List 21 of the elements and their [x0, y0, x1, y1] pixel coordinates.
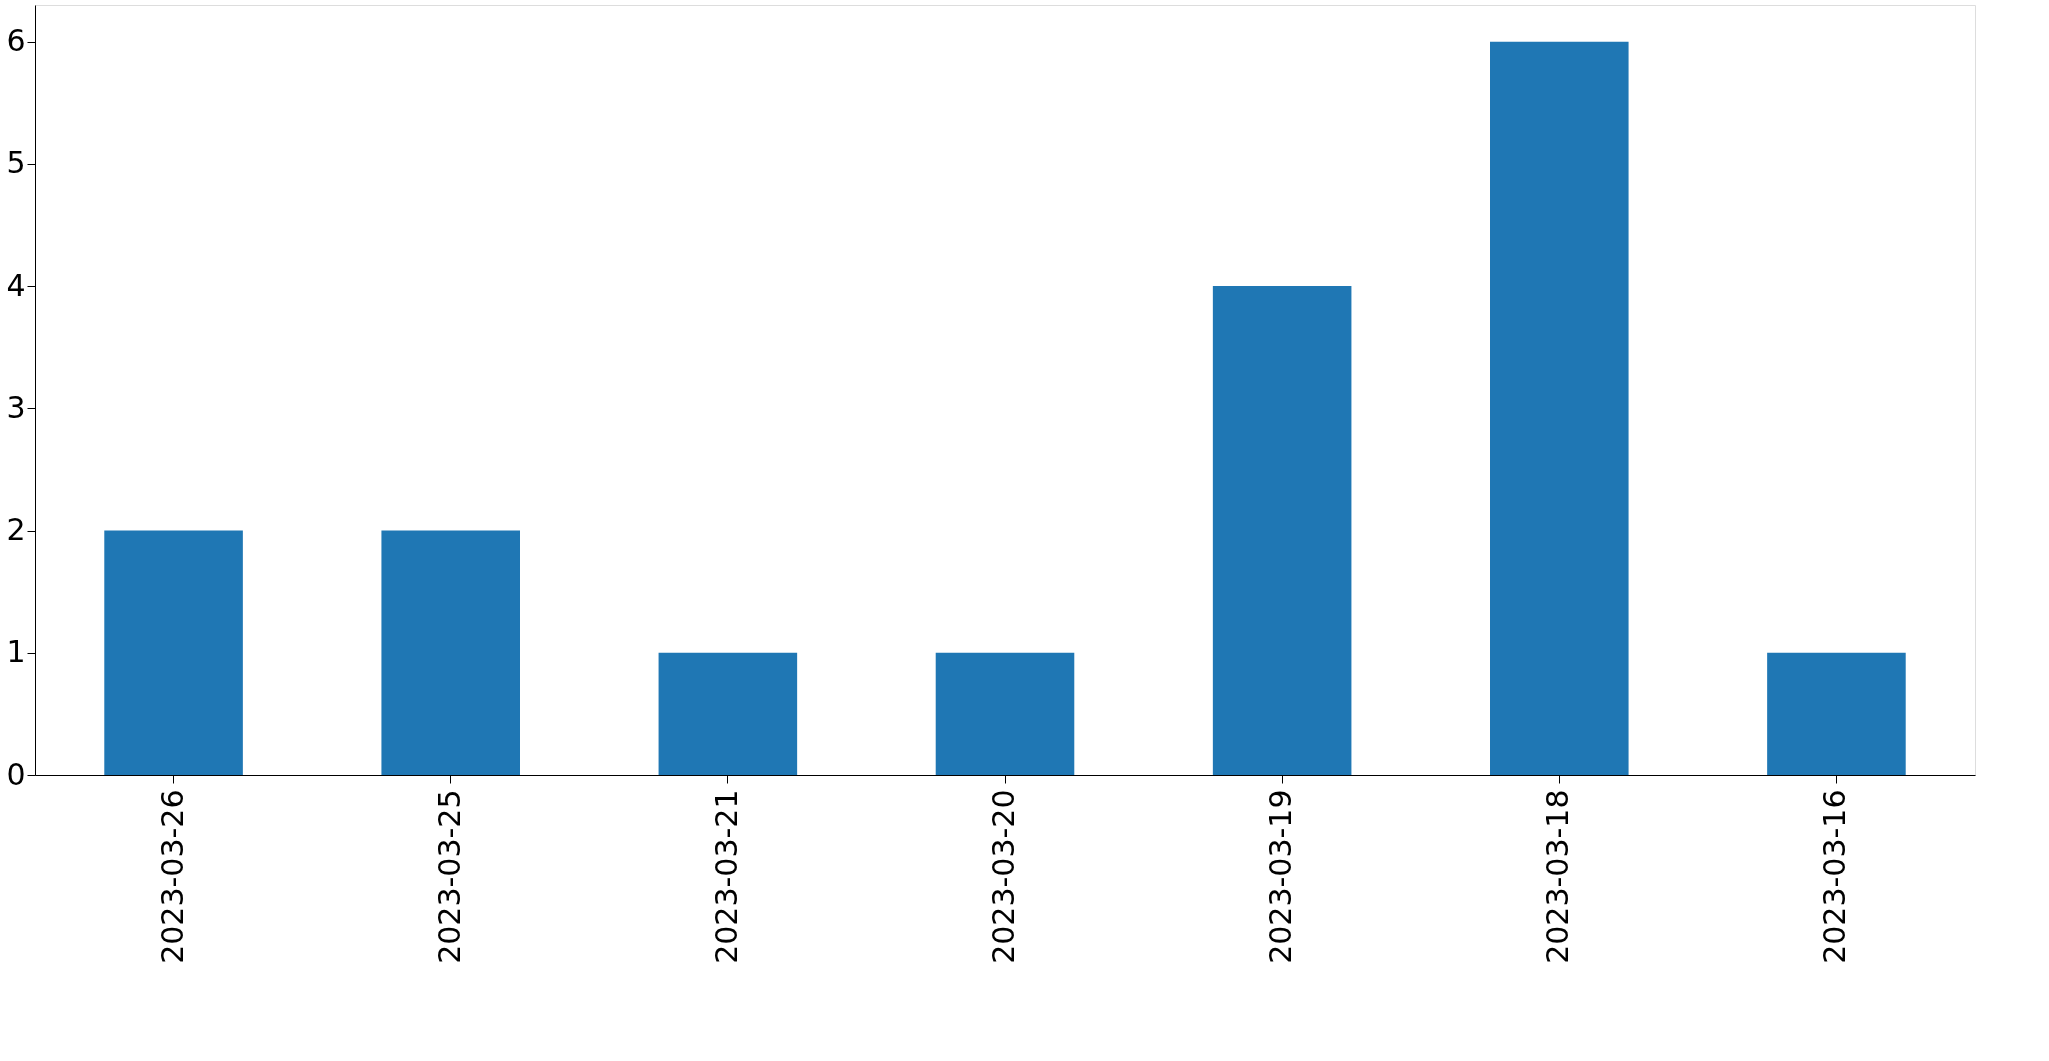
y-tick-label: 5 — [6, 145, 26, 181]
bar — [935, 652, 1075, 775]
bar — [1212, 286, 1352, 775]
y-tick-label: 4 — [6, 267, 26, 303]
x-tick-label: 2023-03-25 — [431, 789, 467, 964]
x-tick-label: 2023-03-16 — [1817, 789, 1853, 964]
y-tick-label: 6 — [6, 23, 26, 59]
y-tick-label: 2 — [6, 512, 26, 548]
bar — [1490, 41, 1629, 775]
y-tick-label: 3 — [6, 389, 26, 425]
bar — [104, 530, 243, 775]
x-tick-label: 2023-03-21 — [708, 789, 744, 964]
bar — [1767, 652, 1906, 775]
bar — [381, 530, 520, 775]
x-tick-label: 2023-03-20 — [986, 789, 1021, 964]
y-tick-label: 1 — [6, 634, 26, 670]
x-tick-label: 2023-03-26 — [154, 789, 190, 964]
bar — [658, 652, 798, 775]
x-tick-label: 2023-03-18 — [1540, 789, 1576, 964]
x-tick-label: 2023-03-19 — [1263, 789, 1299, 964]
y-tick-label: 0 — [6, 756, 26, 792]
